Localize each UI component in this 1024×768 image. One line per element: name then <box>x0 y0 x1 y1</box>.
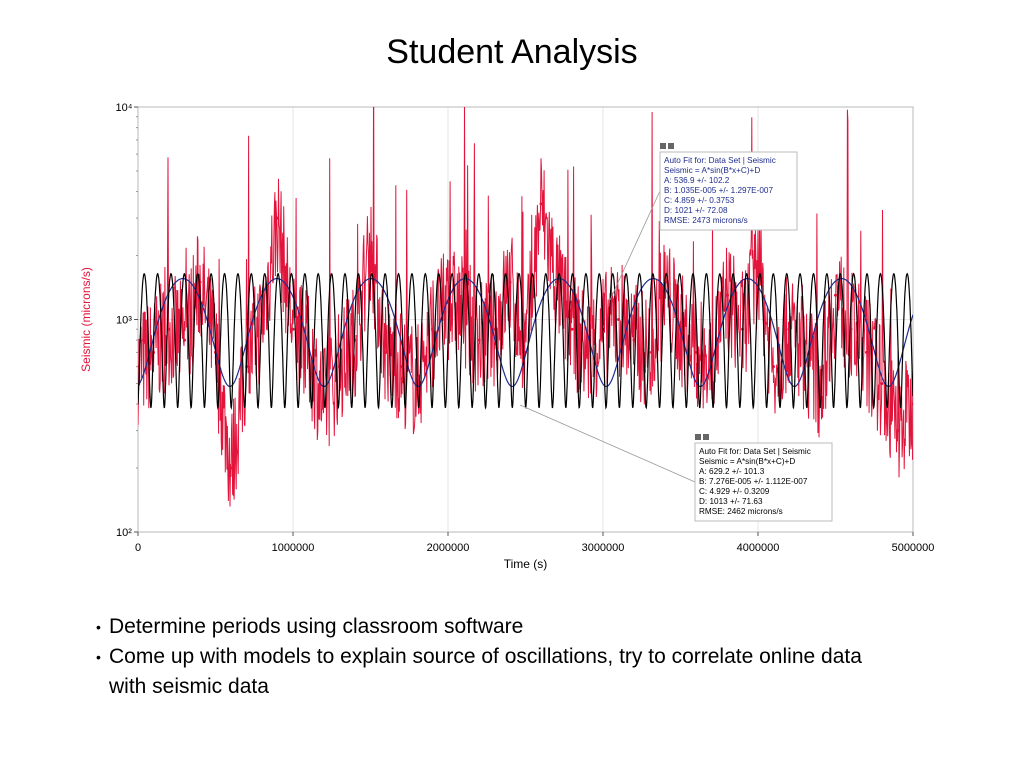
seismic-chart: 0 1000000 2000000 3000000 4000000 5000000 10⁴ 1… <box>79 102 935 571</box>
data-point <box>787 327 791 331</box>
annotations: Auto Fit for: Data Set | SeismicSeismic … <box>519 143 833 522</box>
x-tick-label: 5000000 <box>892 542 935 554</box>
data-point <box>384 350 388 354</box>
data-point <box>586 350 589 354</box>
annotation-handle-icon <box>703 434 709 440</box>
annotation-line: Seismic = A*sin(B*x+C)+D <box>699 457 795 466</box>
annotation-line: A: 629.2 +/- 101.3 <box>699 467 765 476</box>
x-tick-label: 0 <box>135 542 141 554</box>
annotation-line: RMSE: 2473 microns/s <box>664 216 748 225</box>
x-tick-label: 2000000 <box>427 542 470 554</box>
x-tick-label: 3000000 <box>582 542 625 554</box>
y-tick-label: 10⁴ <box>116 102 133 114</box>
annotation-handle-icon <box>660 143 666 149</box>
annotation-title: Auto Fit for: Data Set | Seismic <box>699 447 811 456</box>
data-point <box>400 365 403 369</box>
bullet-dot: • <box>96 649 101 665</box>
annotation-handle-icon <box>695 434 701 440</box>
annotation-leader <box>609 190 661 301</box>
bullet-item: • Determine periods using classroom soft… <box>96 612 876 642</box>
annotation-title: Auto Fit for: Data Set | Seismic <box>664 156 776 165</box>
annotation-line: D: 1021 +/- 72.08 <box>664 206 728 215</box>
annotation-line: C: 4.929 +/- 0.3209 <box>699 487 770 496</box>
data-point <box>896 429 899 433</box>
y-tick-label: 10² <box>116 527 132 539</box>
annotation-line: B: 1.035E-005 +/- 1.297E-007 <box>664 186 773 195</box>
data-point <box>756 263 760 267</box>
data-point <box>276 216 279 220</box>
data-point <box>431 327 434 331</box>
data-point <box>632 338 636 342</box>
slide-title: Student Analysis <box>386 33 638 71</box>
fit-annotation: Auto Fit for: Data Set | SeismicSeismic … <box>519 404 833 522</box>
data-layer <box>138 107 913 507</box>
x-axis-label: Time (s) <box>504 557 548 571</box>
annotation-line: RMSE: 2462 microns/s <box>699 507 783 516</box>
data-point <box>694 350 698 354</box>
y-axis-label: Seismic (microns/s) <box>79 267 93 372</box>
data-point <box>617 318 620 321</box>
data-point <box>493 327 496 331</box>
data-point <box>167 327 171 331</box>
data-point <box>539 202 543 206</box>
bullet-text: Determine periods using classroom softwa… <box>109 615 524 638</box>
series-data-line <box>138 107 913 507</box>
data-point <box>865 350 868 354</box>
annotation-box <box>694 442 833 522</box>
annotation-line: Seismic = A*sin(B*x+C)+D <box>664 166 760 175</box>
annotation-box <box>659 151 798 231</box>
data-point <box>880 381 884 385</box>
data-point <box>229 466 233 470</box>
fit-curve-1 <box>138 278 913 388</box>
annotation-handle-icon <box>668 143 674 149</box>
axis-ticks: 0 1000000 2000000 3000000 4000000 5000000 10⁴ 1… <box>116 102 935 554</box>
fit-annotation: Auto Fit for: Data Set | SeismicSeismic … <box>609 143 798 301</box>
data-point <box>570 327 574 331</box>
data-point <box>183 338 186 342</box>
bullet-list: • Determine periods using classroom soft… <box>96 612 876 702</box>
annotation-line: C: 4.859 +/- 0.3753 <box>664 196 735 205</box>
annotation-line: D: 1013 +/- 71.63 <box>699 497 763 506</box>
annotation-line: A: 536.9 +/- 102.2 <box>664 176 730 185</box>
data-point <box>772 365 775 369</box>
bullet-text: Come up with models to explain source of… <box>109 645 862 698</box>
annotation-line: B: 7.276E-005 +/- 1.112E-007 <box>699 477 808 486</box>
data-point <box>508 280 512 284</box>
x-tick-label: 4000000 <box>737 542 780 554</box>
y-tick-label: 10³ <box>116 315 132 327</box>
annotation-leader <box>519 404 696 483</box>
data-point <box>834 293 837 297</box>
data-point <box>725 293 729 297</box>
bullet-dot: • <box>96 619 101 635</box>
x-tick-label: 1000000 <box>272 542 315 554</box>
data-point <box>477 338 481 342</box>
data-point <box>369 245 372 249</box>
data-point <box>911 402 913 406</box>
bullet-item: • Come up with models to explain source … <box>96 642 876 702</box>
data-point <box>291 327 295 331</box>
